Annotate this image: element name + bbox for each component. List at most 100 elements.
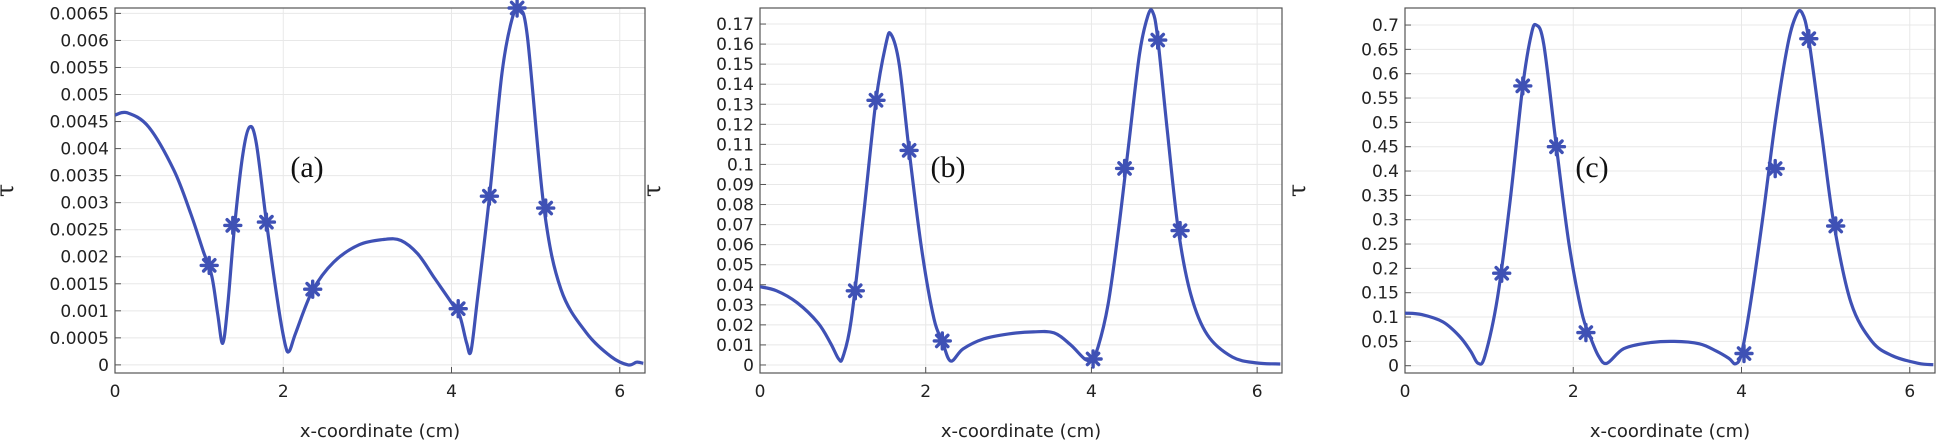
panel-annotation: (a) bbox=[290, 151, 323, 184]
data-point-marker bbox=[845, 281, 865, 301]
y-tick-label: 0.001 bbox=[60, 302, 109, 322]
y-tick-label: 0.0035 bbox=[50, 167, 109, 187]
data-point-marker bbox=[1170, 220, 1190, 241]
data-point-marker bbox=[1734, 343, 1754, 364]
y-tick-label: 0.01 bbox=[716, 336, 754, 356]
y-tick-label: 0.55 bbox=[1361, 89, 1399, 109]
y-tick-label: 0.14 bbox=[716, 75, 754, 95]
chart-panel-2: 00.010.020.030.040.050.060.070.080.090.1… bbox=[638, 7, 1283, 442]
data-point-marker bbox=[1799, 29, 1819, 49]
y-tick-label: 0.06 bbox=[716, 236, 754, 256]
data-point-marker bbox=[1576, 322, 1596, 343]
y-tick-label: 0.35 bbox=[1361, 186, 1399, 206]
y-tick-label: 0.03 bbox=[716, 296, 754, 316]
data-point-marker bbox=[199, 255, 219, 276]
y-tick-label: 0.0055 bbox=[50, 58, 109, 78]
panel-annotation: (c) bbox=[1575, 151, 1608, 184]
x-tick-label: 4 bbox=[446, 382, 457, 402]
chart-panel-1: 0 0.0005 0.001 0.0015 0.002 0.0025 0.003 0.0035… bbox=[0, 0, 646, 442]
data-point-marker bbox=[1491, 263, 1512, 283]
data-point-marker bbox=[1765, 158, 1785, 179]
data-point-marker bbox=[1147, 30, 1168, 50]
y-tick-label: 0.09 bbox=[716, 175, 754, 195]
y-tick-label: 0.15 bbox=[1361, 284, 1399, 304]
plot-frame bbox=[759, 7, 1283, 374]
x-tick-label: 6 bbox=[614, 382, 625, 402]
y-tick-label: 0.25 bbox=[1361, 235, 1399, 255]
y-axis-label: τ bbox=[1283, 184, 1311, 197]
x-tick-label: 6 bbox=[1904, 382, 1915, 402]
y-tick-label: 0 bbox=[1388, 357, 1399, 377]
data-point-marker bbox=[899, 140, 919, 161]
y-tick-label: 0 bbox=[98, 356, 109, 376]
series-line bbox=[1405, 8, 1934, 367]
data-point-marker bbox=[1114, 158, 1135, 179]
x-tick-label: 0 bbox=[755, 382, 766, 402]
y-tick-label: 0.45 bbox=[1361, 138, 1399, 158]
y-tick-label: 0.5 bbox=[1372, 113, 1399, 133]
y-tick-label: 0.006 bbox=[60, 31, 109, 51]
y-tick-label: 0.0025 bbox=[50, 221, 109, 241]
y-tick-label: 0.1 bbox=[727, 155, 754, 175]
y-tick-label: 0.0065 bbox=[50, 4, 109, 24]
y-tick-label: 0.65 bbox=[1361, 40, 1399, 60]
data-point-marker bbox=[303, 279, 323, 299]
x-tick-label: 2 bbox=[278, 382, 289, 402]
y-tick-label: 0.7 bbox=[1372, 16, 1399, 36]
y-tick-label: 0.12 bbox=[716, 115, 754, 135]
y-tick-label: 0.0045 bbox=[50, 113, 109, 133]
y-tick-label: 0.16 bbox=[716, 35, 754, 55]
y-tick-label: 0.13 bbox=[716, 95, 754, 115]
y-tick-label: 0.4 bbox=[1372, 162, 1399, 182]
y-axis-label: τ bbox=[638, 184, 666, 197]
y-tick-label: 0.15 bbox=[716, 55, 754, 75]
data-point-marker bbox=[1513, 76, 1533, 96]
y-tick-label: 0.003 bbox=[60, 194, 109, 214]
x-tick-label: 4 bbox=[1086, 382, 1097, 402]
data-point-marker bbox=[866, 90, 886, 111]
y-tick-label: 0 bbox=[743, 356, 754, 376]
plot-frame bbox=[114, 7, 646, 374]
x-tick-label: 2 bbox=[1568, 382, 1579, 402]
y-tick-label: 0.004 bbox=[60, 140, 109, 160]
y-tick-label: 0.05 bbox=[1361, 332, 1399, 352]
panel-annotation: (b) bbox=[931, 151, 966, 184]
y-tick-label: 0.2 bbox=[1372, 259, 1399, 279]
series-line bbox=[760, 8, 1281, 366]
data-point-marker bbox=[256, 212, 277, 232]
y-tick-label: 0.002 bbox=[60, 248, 109, 268]
y-tick-label: 0.02 bbox=[716, 316, 754, 336]
data-point-marker bbox=[536, 198, 556, 218]
plot-frame bbox=[1404, 7, 1936, 374]
data-point-marker bbox=[1546, 136, 1567, 157]
series-line bbox=[115, 8, 644, 367]
y-tick-label: 0.3 bbox=[1372, 211, 1399, 231]
data-point-marker bbox=[1083, 349, 1103, 369]
y-tick-label: 0.6 bbox=[1372, 65, 1399, 85]
y-tick-label: 0.05 bbox=[716, 256, 754, 276]
y-tick-label: 0.04 bbox=[716, 276, 754, 296]
data-point-marker bbox=[932, 331, 952, 351]
x-tick-label: 2 bbox=[920, 382, 931, 402]
y-tick-label: 0.005 bbox=[60, 86, 109, 106]
data-point-marker bbox=[479, 186, 500, 206]
y-tick-label: 0.07 bbox=[716, 216, 754, 236]
x-axis-label: x-coordinate (cm) bbox=[1590, 421, 1750, 442]
y-tick-label: 0.08 bbox=[716, 196, 754, 216]
y-axis-label: τ bbox=[0, 184, 19, 197]
y-tick-label: 0.11 bbox=[716, 135, 754, 155]
y-tick-label: 0.17 bbox=[716, 15, 754, 35]
data-point-marker bbox=[223, 215, 243, 236]
x-axis-label: x-coordinate (cm) bbox=[300, 421, 460, 442]
x-axis-label: x-coordinate (cm) bbox=[941, 421, 1101, 442]
data-point-marker bbox=[1825, 216, 1846, 236]
chart-panel-3: 0 0.05 0.1 0.15 0.2 0.25 0.3 0.35 0.4 0.45 0.5 0.55… bbox=[1283, 7, 1936, 442]
data-point-marker bbox=[507, 0, 527, 18]
x-tick-label: 0 bbox=[1400, 382, 1411, 402]
x-tick-label: 4 bbox=[1736, 382, 1747, 402]
y-tick-label: 0.0015 bbox=[50, 275, 109, 295]
y-tick-label: 0.1 bbox=[1372, 308, 1399, 328]
data-point-marker bbox=[448, 299, 468, 319]
y-tick-label: 0.0005 bbox=[50, 329, 109, 349]
